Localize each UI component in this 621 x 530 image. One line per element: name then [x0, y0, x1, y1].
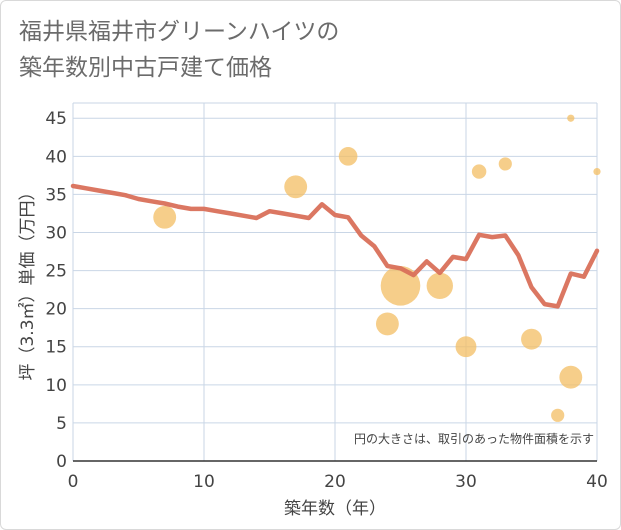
title-line-2: 築年数別中古戸建て価格: [19, 55, 272, 81]
y-tick-label: 35: [45, 185, 67, 205]
scatter-point: [567, 114, 575, 122]
x-tick-label: 0: [68, 472, 79, 492]
scatter-point: [455, 336, 477, 358]
scatter-point: [338, 146, 358, 166]
bubble-size-note: 円の大きさは、取引のあった物件面積を示す: [354, 431, 594, 446]
x-tick-label: 40: [586, 472, 608, 492]
y-tick-label: 10: [45, 376, 67, 396]
average-line: [70, 183, 600, 309]
x-axis-title: 築年数（年）: [284, 499, 386, 519]
y-tick-label: 0: [56, 452, 67, 472]
scatter-point: [559, 365, 583, 389]
y-axis-title: 坪（3.3㎡）単価（万円）: [18, 183, 38, 380]
scatter-point: [471, 164, 487, 179]
scatter-point: [375, 312, 399, 336]
y-tick-label: 25: [45, 262, 67, 282]
title-line-1: 福井県福井市グリーンハイツの: [19, 19, 340, 45]
chart-title: 福井県福井市グリーンハイツの 築年数別中古戸建て価格: [19, 14, 339, 86]
y-tick-label: 15: [45, 338, 67, 358]
scatter-point: [426, 272, 453, 300]
x-tick-label: 10: [193, 472, 215, 492]
scatter-point: [593, 167, 601, 176]
y-tick-label: 45: [45, 109, 67, 129]
y-tick-label: 30: [45, 223, 67, 243]
x-tick-label: 30: [455, 472, 477, 492]
scatter-point: [551, 408, 565, 422]
scatter-point: [153, 205, 177, 229]
scatter-point: [498, 157, 512, 171]
y-tick-label: 5: [56, 414, 67, 434]
y-tick-label: 40: [45, 147, 67, 167]
scatter-point: [521, 328, 542, 350]
scatter-point: [284, 175, 308, 199]
x-tick-label: 20: [324, 472, 346, 492]
y-tick-label: 20: [45, 300, 67, 320]
